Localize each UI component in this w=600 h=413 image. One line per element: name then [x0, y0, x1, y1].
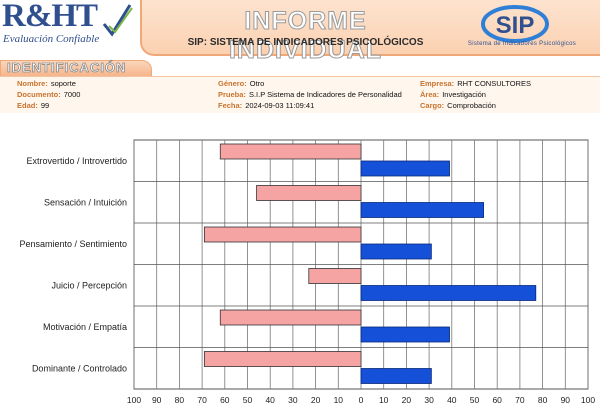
page-title: INFORME INDIVIDUAL [228, 7, 383, 65]
bar-right [360, 243, 432, 260]
field-edad-value: 99 [40, 101, 50, 110]
field-nombre-label: Nombre: [17, 79, 48, 88]
x-tick-label: 40 [447, 395, 457, 405]
x-tick-label: 20 [402, 395, 412, 405]
field-cargo-label: Cargo: [420, 101, 445, 110]
field-prueba-value: S.I.P Sistema de Indicadores de Personal… [248, 90, 402, 99]
field-cargo-value: Comprobación [447, 101, 496, 110]
x-tick-label: 20 [311, 395, 321, 405]
category-label: Pensamiento / Sentimiento [19, 239, 127, 249]
field-empresa-value: RHT CONSULTORES [457, 79, 531, 88]
bar-right [360, 285, 537, 301]
field-nombre: Nombre: soporte [17, 79, 76, 88]
field-fecha: Fecha: 2024-09-03 11:09:41 [218, 101, 314, 110]
x-tick-label: 90 [561, 395, 571, 405]
bar-left [203, 351, 362, 367]
field-fecha-label: Fecha: [218, 101, 243, 110]
x-tick-label: 0 [359, 395, 364, 405]
field-area-value: Investigación [442, 90, 486, 99]
x-tick-label: 10 [334, 395, 344, 405]
bar-left [308, 268, 362, 284]
bar-right [360, 160, 450, 177]
rht-tagline: Evaluación Confiable [3, 33, 100, 45]
page-subtitle: SIP: SISTEMA DE INDICADORES PSICOLÓGICOS [187, 37, 424, 48]
x-tick-label: 50 [243, 395, 253, 405]
field-genero-value: Otro [249, 79, 265, 88]
x-tick-label: 100 [581, 395, 595, 405]
x-tick-label: 10 [379, 395, 389, 405]
sip-logo-ring [481, 5, 549, 43]
x-tick-label: 80 [175, 395, 185, 405]
bar-left [219, 143, 362, 160]
bar-left [256, 185, 362, 201]
category-label: Dominante / Controlado [32, 363, 127, 373]
field-edad-label: Edad: [17, 101, 38, 110]
x-tick-label: 70 [515, 395, 525, 405]
rht-logo: R&HT Evaluación Confiable [0, 0, 135, 52]
bar-right [360, 202, 484, 218]
section-tab: IDENTIFICACIÓN [0, 60, 152, 77]
field-edad: Edad: 99 [17, 101, 49, 110]
bar-right [360, 368, 432, 384]
category-label: Sensación / Intuición [44, 197, 127, 207]
field-fecha-value: 2024-09-03 11:09:41 [245, 101, 315, 110]
category-label: Extrovertido / Introvertido [26, 156, 127, 166]
sip-logo-text: SIP [496, 12, 535, 39]
sip-caption: Sistema de Indicadores Psicológicos [467, 41, 577, 47]
field-area: Área: Investigación [420, 90, 486, 99]
field-prueba-label: Prueba: [218, 90, 246, 99]
x-tick-label: 40 [265, 395, 275, 405]
category-label: Motivación / Empatía [43, 322, 127, 332]
x-tick-label: 60 [492, 395, 502, 405]
bar-right [360, 326, 450, 343]
x-tick-label: 60 [220, 395, 230, 405]
field-cargo: Cargo: Comprobación [420, 101, 496, 110]
rht-logo-text: R&HT [2, 0, 98, 34]
x-tick-label: 70 [197, 395, 207, 405]
category-label: Juicio / Percepción [51, 280, 127, 290]
x-tick-label: 90 [152, 395, 162, 405]
x-tick-label: 100 [127, 395, 141, 405]
pen-check-icon [102, 4, 133, 37]
field-documento-label: Documento: [17, 90, 61, 99]
sip-logo: SIP [481, 5, 549, 43]
field-empresa: Empresa: RHT CONSULTORES [420, 79, 531, 88]
section-title: IDENTIFICACIÓN [7, 60, 127, 76]
field-empresa-label: Empresa: [420, 79, 455, 88]
field-genero: Género: Otro [218, 79, 264, 88]
bar-left [219, 309, 362, 326]
field-prueba: Prueba: S.I.P Sistema de Indicadores de P… [218, 90, 402, 99]
field-genero-label: Género: [218, 79, 247, 88]
x-tick-label: 80 [538, 395, 548, 405]
x-tick-label: 50 [470, 395, 480, 405]
field-documento-value: 7000 [63, 90, 81, 99]
identification-panel: Nombre: soporte Documento: 7000 Edad: 99 Gé… [0, 76, 600, 113]
x-tick-label: 30 [424, 395, 434, 405]
field-documento: Documento: 7000 [17, 90, 80, 99]
profile-chart: 100 90 80 70 60 50 40 30 20 10 0 10 20 30 40 50 60 70 80 90… [19, 139, 595, 405]
field-nombre-value: soporte [50, 79, 76, 88]
field-area-label: Área: [420, 90, 440, 99]
x-tick-label: 30 [288, 395, 298, 405]
bar-left [203, 226, 362, 243]
